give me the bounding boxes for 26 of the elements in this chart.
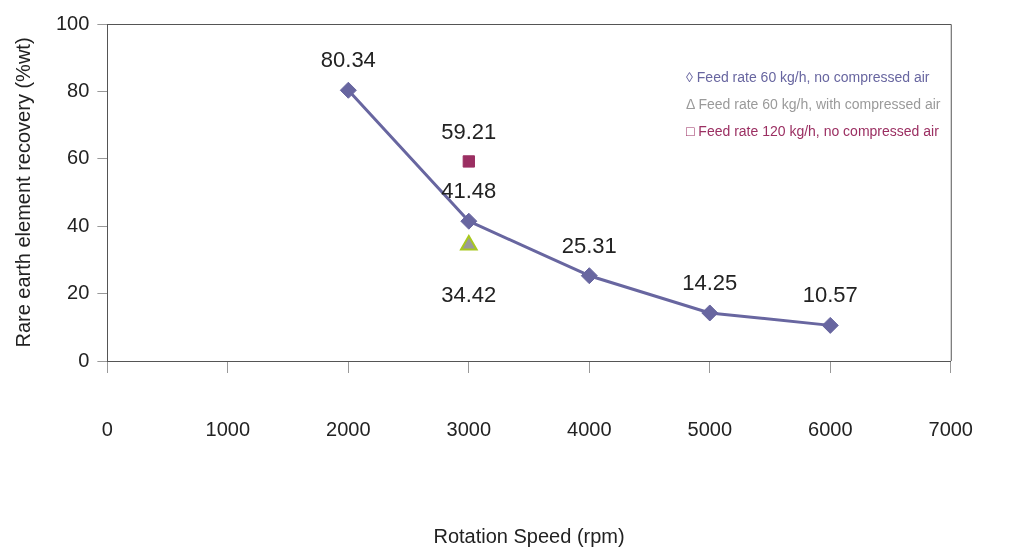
y-tick-label: 20 [67, 281, 90, 304]
data-label: 14.25 [682, 270, 738, 296]
text: Δ Feed rate 60 kg/h, with compressed air [686, 95, 941, 114]
data-label: 34.42 [441, 282, 497, 308]
x-tick-label: 4000 [567, 417, 612, 440]
x-tick-label: 1000 [205, 417, 251, 440]
x-tick-label: 5000 [687, 417, 733, 440]
text: □ Feed rate 120 kg/h, no compressed air [686, 122, 940, 141]
y-tick-label: 60 [67, 146, 90, 169]
x-tick-label: 6000 [808, 417, 853, 440]
y-tick-label: 100 [55, 11, 90, 34]
data-label: 41.48 [441, 178, 497, 204]
y-tick-label: 80 [67, 78, 90, 101]
y-tick-label: 40 [67, 213, 90, 236]
data-label: 25.31 [561, 232, 617, 258]
data-label: 10.57 [802, 282, 858, 308]
data-label: 80.34 [320, 47, 376, 73]
data-label: 59.21 [441, 118, 497, 144]
text: ◊ Feed rate 60 kg/h, no compressed air [686, 68, 931, 87]
x-tick-label: 2000 [326, 417, 371, 440]
x-tick-label: 0 [101, 417, 113, 440]
x-axis-title: Rotation Speed (rpm) [433, 524, 625, 547]
y-axis-title: Rare earth element recovery (%wt) [11, 37, 34, 348]
x-tick-label: 3000 [446, 417, 492, 440]
y-tick-label: 0 [78, 348, 90, 371]
x-tick-label: 7000 [928, 417, 973, 440]
